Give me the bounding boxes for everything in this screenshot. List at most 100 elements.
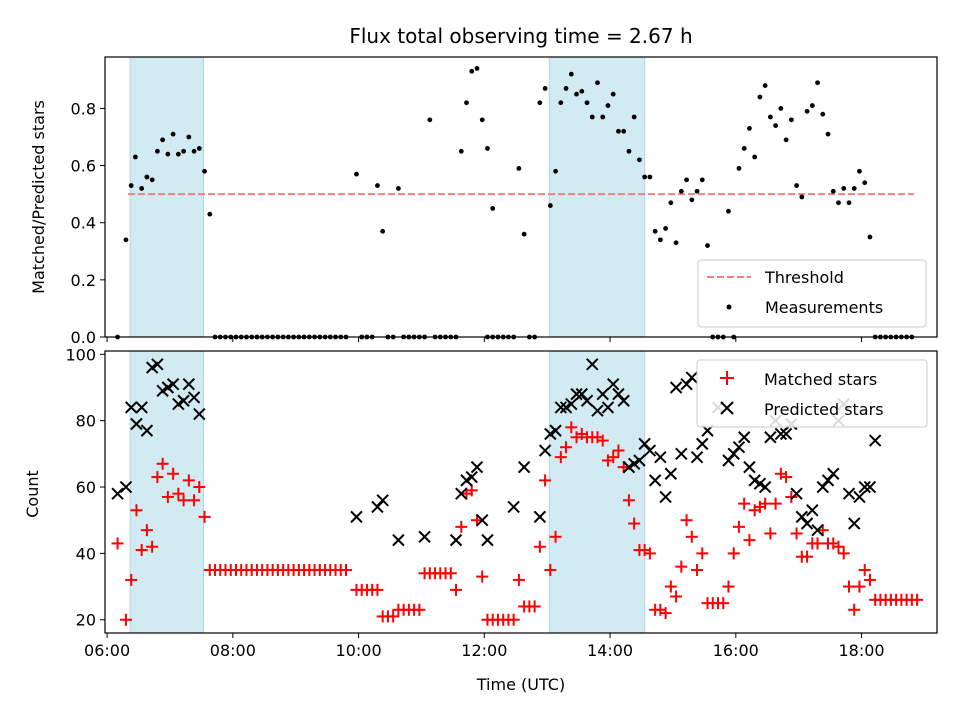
predicted-star-point-b	[575, 387, 588, 401]
predicted-star-point-b	[533, 510, 547, 524]
predicted-star-point-b	[806, 504, 819, 517]
predicted-star-point	[376, 494, 389, 507]
predicted-star-point	[418, 530, 431, 543]
matched-star-point	[413, 603, 426, 616]
predicted-star-point	[806, 504, 819, 517]
predicted-star-point-b	[554, 401, 568, 414]
measurement-point	[186, 134, 192, 140]
predicted-star-point-b	[811, 523, 824, 537]
matched-star-point	[811, 537, 824, 550]
predicted-star-point	[166, 377, 180, 391]
measurement-point	[574, 91, 579, 97]
predicted-star-point	[617, 394, 630, 407]
measurement-point	[128, 183, 134, 188]
measurement-point	[705, 243, 710, 248]
predicted-star-point	[507, 500, 520, 514]
measurement-point	[836, 200, 841, 206]
measurement-point	[149, 177, 155, 183]
top-y-tick-label: 0.2	[71, 271, 96, 290]
predicted-star-point	[868, 434, 882, 447]
predicted-star-point-b	[743, 460, 756, 474]
bottom-y-axis-label: Count	[23, 470, 42, 518]
measurement-point	[699, 177, 705, 183]
predicted-star-point-b	[465, 470, 478, 484]
bottom-x-tick-label: 12:00	[461, 641, 507, 660]
measurement-point	[144, 174, 150, 180]
matched-star-point	[727, 547, 740, 560]
measurement-point	[568, 71, 574, 77]
predicted-star-point-b	[549, 424, 562, 437]
matched-star-point	[476, 570, 489, 583]
predicted-star-point-b	[166, 377, 180, 391]
matched-star-point	[790, 527, 803, 540]
matched-star-point	[722, 580, 735, 593]
measurements-legend-swatch	[726, 304, 732, 310]
bottom-y-tick-label: 60	[76, 478, 96, 497]
matched-star-point	[465, 484, 478, 497]
predicted-star-point-b	[732, 441, 746, 454]
measurement-point	[160, 137, 166, 143]
predicted-star-point	[811, 523, 824, 537]
threshold-legend-label: Threshold	[764, 268, 844, 287]
predicted-star-point	[140, 424, 154, 437]
matched-star-point	[387, 610, 400, 623]
measurement-point	[684, 177, 689, 183]
predicted-star-point	[596, 387, 609, 401]
measurement-point	[626, 148, 632, 154]
matched-star-point	[450, 583, 463, 596]
predicted-star-point	[124, 401, 138, 414]
predicted-star-point	[586, 358, 599, 371]
matched-star-point	[664, 580, 677, 593]
predicted-star-point	[764, 431, 777, 444]
matched-star-point	[696, 547, 709, 560]
predicted-star-point-b	[507, 500, 520, 514]
measurement-point	[600, 114, 606, 120]
measurement-point	[652, 228, 658, 234]
top-y-tick-label: 0.0	[71, 328, 96, 347]
predicted-star-point-b	[187, 391, 201, 404]
predicted-star-point-b	[659, 490, 672, 504]
predicted-star-point-b	[455, 487, 468, 500]
predicted-star-point-b	[570, 387, 583, 401]
matched-star-point	[544, 563, 557, 576]
predicted-star-point	[743, 460, 756, 474]
predicted-star-point	[779, 427, 793, 441]
matched-star-point	[119, 613, 132, 626]
predicted-legend-label: Predicted stars	[764, 400, 884, 419]
matched-star-point	[780, 471, 793, 484]
matched-star-point	[135, 544, 148, 557]
bottom-y-tick-label: 100	[65, 345, 96, 364]
bottom-y-tick-label: 40	[76, 544, 96, 563]
measurement-point	[778, 106, 784, 111]
predicted-star-point-b	[685, 371, 699, 384]
matched-star-point	[769, 497, 782, 510]
bottom-highlight-span	[129, 350, 204, 634]
predicted-star-point	[607, 377, 620, 391]
predicted-star-point-b	[848, 517, 861, 530]
predicted-star-point-b	[758, 480, 772, 494]
predicted-star-point-b	[868, 434, 882, 447]
measurement-point	[181, 148, 186, 154]
predicted-star-point-b	[591, 404, 604, 417]
predicted-star-point	[580, 394, 594, 407]
measurement-point	[175, 151, 181, 157]
measurement-point	[474, 66, 480, 71]
predicted-star-point-b	[696, 437, 709, 451]
measurement-point	[631, 114, 637, 120]
measurement-point	[851, 186, 857, 191]
matched-star-point	[738, 497, 751, 510]
bottom-x-tick-label: 16:00	[713, 641, 759, 660]
matched-star-point	[198, 510, 211, 523]
measurement-point	[841, 186, 847, 191]
bottom-highlight-spans	[129, 350, 646, 634]
measurement-point	[846, 200, 852, 206]
top-highlight-span	[548, 56, 646, 338]
measurement-point	[825, 131, 831, 137]
predicted-star-point	[737, 431, 751, 444]
predicted-star-point	[648, 474, 662, 487]
predicted-star-point-b	[565, 397, 578, 411]
bottom-x-tick-label: 18:00	[838, 641, 884, 660]
matched-star-point	[911, 593, 924, 606]
matched-star-point	[512, 573, 525, 586]
predicted-star-point	[465, 470, 478, 484]
